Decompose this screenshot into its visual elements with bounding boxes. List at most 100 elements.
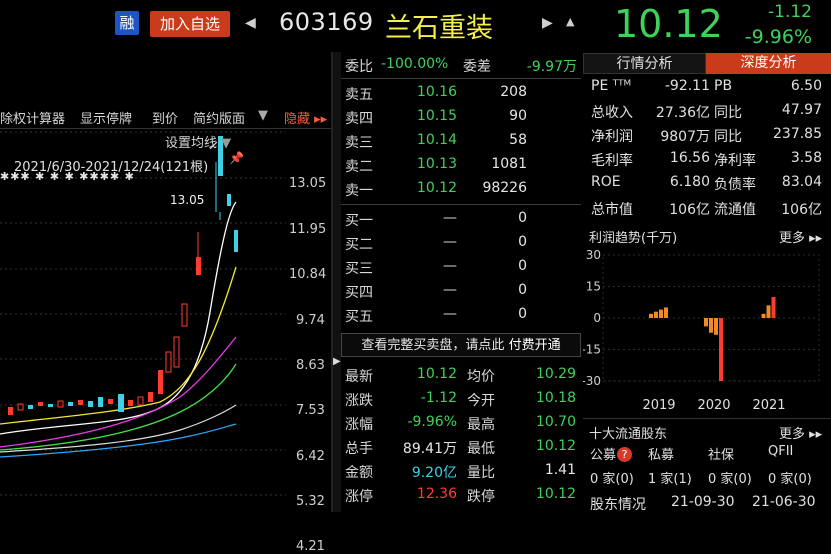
bid-label: 买一 xyxy=(345,213,373,229)
stat-label: 量比 xyxy=(467,465,495,481)
holder-type-qfii[interactable]: QFII xyxy=(768,444,794,459)
profit-more-link[interactable]: 更多 ▸▸ xyxy=(779,231,823,246)
shareholders-date[interactable]: 21-09-30 xyxy=(671,494,735,510)
full-depth-paywall-button[interactable]: 查看完整买卖盘，请点此 付费开通 xyxy=(341,333,581,357)
shareholders-date[interactable]: 21-06-30 xyxy=(752,494,816,510)
bid-label: 买二 xyxy=(345,237,373,253)
stat-value: -1.12 xyxy=(420,390,457,406)
weicha-label: 委差 xyxy=(463,59,491,75)
y-tick: 9.74 xyxy=(296,313,325,328)
ask-row[interactable]: 卖一 10.12 98226 xyxy=(341,180,581,204)
price-change: -1.12 xyxy=(768,2,812,22)
ma-settings-dropdown[interactable]: 设置均线 ▼ xyxy=(165,132,231,151)
holder-type-social-security[interactable]: 社保 xyxy=(708,448,735,463)
kline-chart-canvas[interactable] xyxy=(0,52,333,512)
collapse-arrow-icon[interactable]: ▶ xyxy=(333,356,341,367)
chart-y-tick: -30 xyxy=(583,374,601,388)
tab-market-analysis[interactable]: 行情分析 xyxy=(583,53,706,74)
prev-stock-arrow-icon[interactable]: ◀ xyxy=(245,15,256,31)
bid-row[interactable]: 买二 — 0 xyxy=(341,234,581,258)
ask-volume: 208 xyxy=(500,84,527,100)
ask-label: 卖二 xyxy=(345,159,373,175)
bid-volume: 0 xyxy=(518,234,527,250)
toolbar-ex-rights-calculator[interactable]: 除权计算器 xyxy=(0,112,66,127)
bid-price: — xyxy=(443,282,457,298)
webi-value: -100.00% xyxy=(381,56,449,72)
profit-bar xyxy=(771,297,776,318)
ask-row[interactable]: 卖五 10.16 208 xyxy=(341,84,581,108)
toolbar-divider xyxy=(0,128,333,129)
fundamental-value: 83.04 xyxy=(781,174,822,190)
bid-price: — xyxy=(443,258,457,274)
stock-code: 603169 xyxy=(279,8,374,36)
fundamental-value: 106亿 xyxy=(669,202,710,218)
toolbar-hide-toggle[interactable]: 隐藏 ▸▸ xyxy=(284,112,328,127)
toolbar-dropdown-icon[interactable]: ▼ xyxy=(258,108,268,123)
webi-row: 委比 -100.00% 委差 -9.97万 xyxy=(341,56,581,80)
fundamental-value: 6.180 xyxy=(669,174,710,190)
webi-label: 委比 xyxy=(345,59,373,75)
event-markers[interactable]: ✱✱✱ ✱ ✱ ✱ ✱✱✱✱ ✱ xyxy=(0,170,135,183)
fundamental-label: ROE xyxy=(591,174,621,190)
profit-bar xyxy=(664,307,668,318)
ask-row[interactable]: 卖三 10.14 58 xyxy=(341,132,581,156)
stat-label: 总手 xyxy=(345,441,373,457)
toolbar-price-alert[interactable]: 到价 xyxy=(152,112,179,127)
fundamental-label: 总市值 xyxy=(591,202,633,218)
quote-stat-row: 涨幅 -9.96% 最高 10.70 xyxy=(341,414,581,436)
holder-type-public-fund[interactable]: 公募? xyxy=(590,444,633,463)
paywall-text: 查看完整买卖盘，请点此 xyxy=(361,338,505,353)
toolbar-simple-layout[interactable]: 简约版面 xyxy=(193,112,246,127)
paywall-link[interactable]: 付费开通 xyxy=(508,338,561,353)
margin-trading-badge[interactable]: 融 xyxy=(115,11,139,35)
holder-type-private-fund[interactable]: 私募 xyxy=(648,448,675,463)
holders-more-link[interactable]: 更多 ▸▸ xyxy=(779,427,823,442)
profit-bar xyxy=(761,313,766,318)
panel-scrollbar[interactable] xyxy=(333,52,341,512)
ask-label: 卖五 xyxy=(345,87,373,103)
price-change-percent: -9.96% xyxy=(744,26,812,48)
fundamental-value: -92.11 xyxy=(664,78,710,94)
add-to-watchlist-button[interactable]: 加入自选 xyxy=(150,11,230,37)
chevron-down-icon: ▼ xyxy=(221,136,232,151)
fundamental-value: 3.58 xyxy=(790,150,822,166)
stat-value: 1.41 xyxy=(544,462,576,478)
y-tick: 11.95 xyxy=(289,222,327,237)
bid-volume: 0 xyxy=(518,282,527,298)
chart-y-tick: 30 xyxy=(586,248,601,262)
last-price: 10.12 xyxy=(614,2,723,46)
bid-row[interactable]: 买五 — 0 xyxy=(341,306,581,330)
holder-count: 1 家(1) xyxy=(648,472,692,487)
kline-chart-panel[interactable]: 除权计算器 显示停牌 到价 简约版面 ▼ 隐藏 ▸▸ 设置均线 ▼ 2021/6… xyxy=(0,52,333,554)
bid-row[interactable]: 买一 — 0 xyxy=(341,210,581,234)
ask-volume: 90 xyxy=(509,108,527,124)
ask-row[interactable]: 卖四 10.15 90 xyxy=(341,108,581,132)
tab-deep-analysis[interactable]: 深度分析 xyxy=(706,53,831,74)
chart-x-tick: 2019 xyxy=(642,398,675,413)
stat-label: 最低 xyxy=(467,441,495,457)
profit-bar xyxy=(709,318,713,333)
alert-bell-icon[interactable]: ▲ xyxy=(566,15,575,28)
bid-row[interactable]: 买四 — 0 xyxy=(341,282,581,306)
chart-y-tick: 0 xyxy=(593,311,601,325)
stat-label: 跌停 xyxy=(467,489,495,505)
holder-count: 0 家(0) xyxy=(768,472,812,487)
stat-label: 涨幅 xyxy=(345,417,373,433)
bid-row[interactable]: 买三 — 0 xyxy=(341,258,581,282)
help-icon[interactable]: ? xyxy=(617,447,633,462)
fundamental-label: 同比 xyxy=(714,105,742,121)
fundamental-label: 负债率 xyxy=(714,177,756,193)
stat-value: 9.20亿 xyxy=(411,465,457,481)
ma-settings-label: 设置均线 xyxy=(165,136,218,151)
toolbar-show-suspension[interactable]: 显示停牌 xyxy=(80,112,133,127)
profit-bar xyxy=(719,318,723,381)
pin-icon[interactable]: 📌 xyxy=(229,151,244,165)
ask-row[interactable]: 卖二 10.13 1081 xyxy=(341,156,581,180)
ask-volume: 98226 xyxy=(482,180,527,196)
y-tick: 7.53 xyxy=(296,403,325,418)
fundamental-label: 毛利率 xyxy=(591,153,633,169)
profit-bar xyxy=(714,318,718,335)
next-stock-arrow-icon[interactable]: ▶ xyxy=(542,15,553,31)
bid-volume: 0 xyxy=(518,210,527,226)
chart-y-tick: -15 xyxy=(583,343,601,357)
